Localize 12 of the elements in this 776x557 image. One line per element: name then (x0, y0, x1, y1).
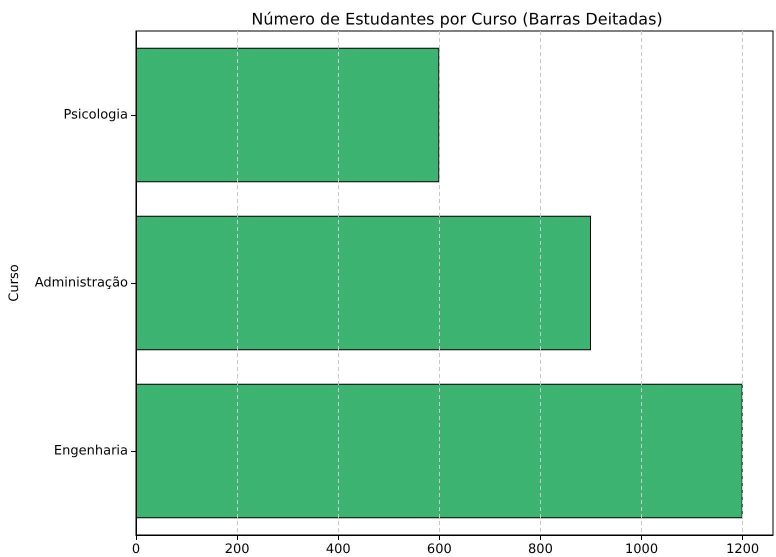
x-tick-label: 1200 (726, 542, 760, 557)
x-tick-label: 1000 (625, 542, 658, 557)
y-axis-title: Curso (7, 264, 22, 302)
x-tick-label: 400 (326, 542, 351, 557)
x-tick-label: 200 (224, 542, 250, 557)
x-tick-label: 800 (528, 542, 553, 557)
y-tick-label: Psicologia (64, 108, 128, 122)
chart-title: Número de Estudantes por Curso (Barras Deitadas) (251, 10, 663, 28)
x-tick-label: 0 (132, 542, 140, 557)
y-tick-label: Engenharia (54, 444, 128, 458)
x-tick-label: 600 (426, 542, 452, 557)
y-tick-label: Administração (34, 276, 128, 290)
